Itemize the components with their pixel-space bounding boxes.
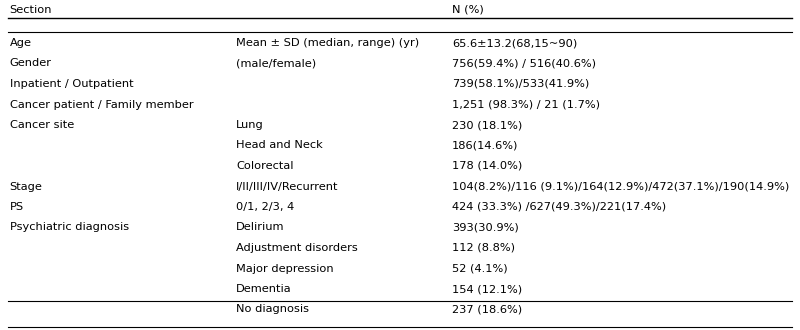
Text: 154 (12.1%): 154 (12.1%)	[452, 284, 522, 294]
Text: Psychiatric diagnosis: Psychiatric diagnosis	[10, 222, 129, 233]
Text: I/II/III/IV/Recurrent: I/II/III/IV/Recurrent	[236, 182, 338, 191]
Text: 393(30.9%): 393(30.9%)	[452, 222, 518, 233]
Text: Head and Neck: Head and Neck	[236, 141, 322, 150]
Text: PS: PS	[10, 202, 24, 212]
Text: 52 (4.1%): 52 (4.1%)	[452, 263, 508, 274]
Text: 178 (14.0%): 178 (14.0%)	[452, 161, 522, 171]
Text: Adjustment disorders: Adjustment disorders	[236, 243, 358, 253]
Text: Cancer site: Cancer site	[10, 120, 74, 130]
Text: 230 (18.1%): 230 (18.1%)	[452, 120, 522, 130]
Text: 186(14.6%): 186(14.6%)	[452, 141, 518, 150]
Text: N (%): N (%)	[452, 5, 484, 15]
Text: Dementia: Dementia	[236, 284, 292, 294]
Text: 65.6±13.2(68,15~90): 65.6±13.2(68,15~90)	[452, 38, 578, 48]
Text: 756(59.4%) / 516(40.6%): 756(59.4%) / 516(40.6%)	[452, 58, 596, 69]
Text: Delirium: Delirium	[236, 222, 285, 233]
Text: (male/female): (male/female)	[236, 58, 316, 69]
Text: 424 (33.3%) /627(49.3%)/221(17.4%): 424 (33.3%) /627(49.3%)/221(17.4%)	[452, 202, 666, 212]
Text: 104(8.2%)/116 (9.1%)/164(12.9%)/472(37.1%)/190(14.9%): 104(8.2%)/116 (9.1%)/164(12.9%)/472(37.1…	[452, 182, 790, 191]
Text: Gender: Gender	[10, 58, 51, 69]
Text: 237 (18.6%): 237 (18.6%)	[452, 305, 522, 314]
Text: Cancer patient / Family member: Cancer patient / Family member	[10, 100, 194, 110]
Text: 0/1, 2/3, 4: 0/1, 2/3, 4	[236, 202, 294, 212]
Text: Section: Section	[10, 5, 52, 15]
Text: Colorectal: Colorectal	[236, 161, 294, 171]
Text: 739(58.1%)/533(41.9%): 739(58.1%)/533(41.9%)	[452, 79, 590, 89]
Text: 112 (8.8%): 112 (8.8%)	[452, 243, 515, 253]
Text: Mean ± SD (median, range) (yr): Mean ± SD (median, range) (yr)	[236, 38, 419, 48]
Text: Stage: Stage	[10, 182, 42, 191]
Text: No diagnosis: No diagnosis	[236, 305, 309, 314]
Text: 1,251 (98.3%) / 21 (1.7%): 1,251 (98.3%) / 21 (1.7%)	[452, 100, 600, 110]
Text: Major depression: Major depression	[236, 263, 334, 274]
Text: Age: Age	[10, 38, 32, 48]
Text: Lung: Lung	[236, 120, 264, 130]
Text: Inpatient / Outpatient: Inpatient / Outpatient	[10, 79, 134, 89]
